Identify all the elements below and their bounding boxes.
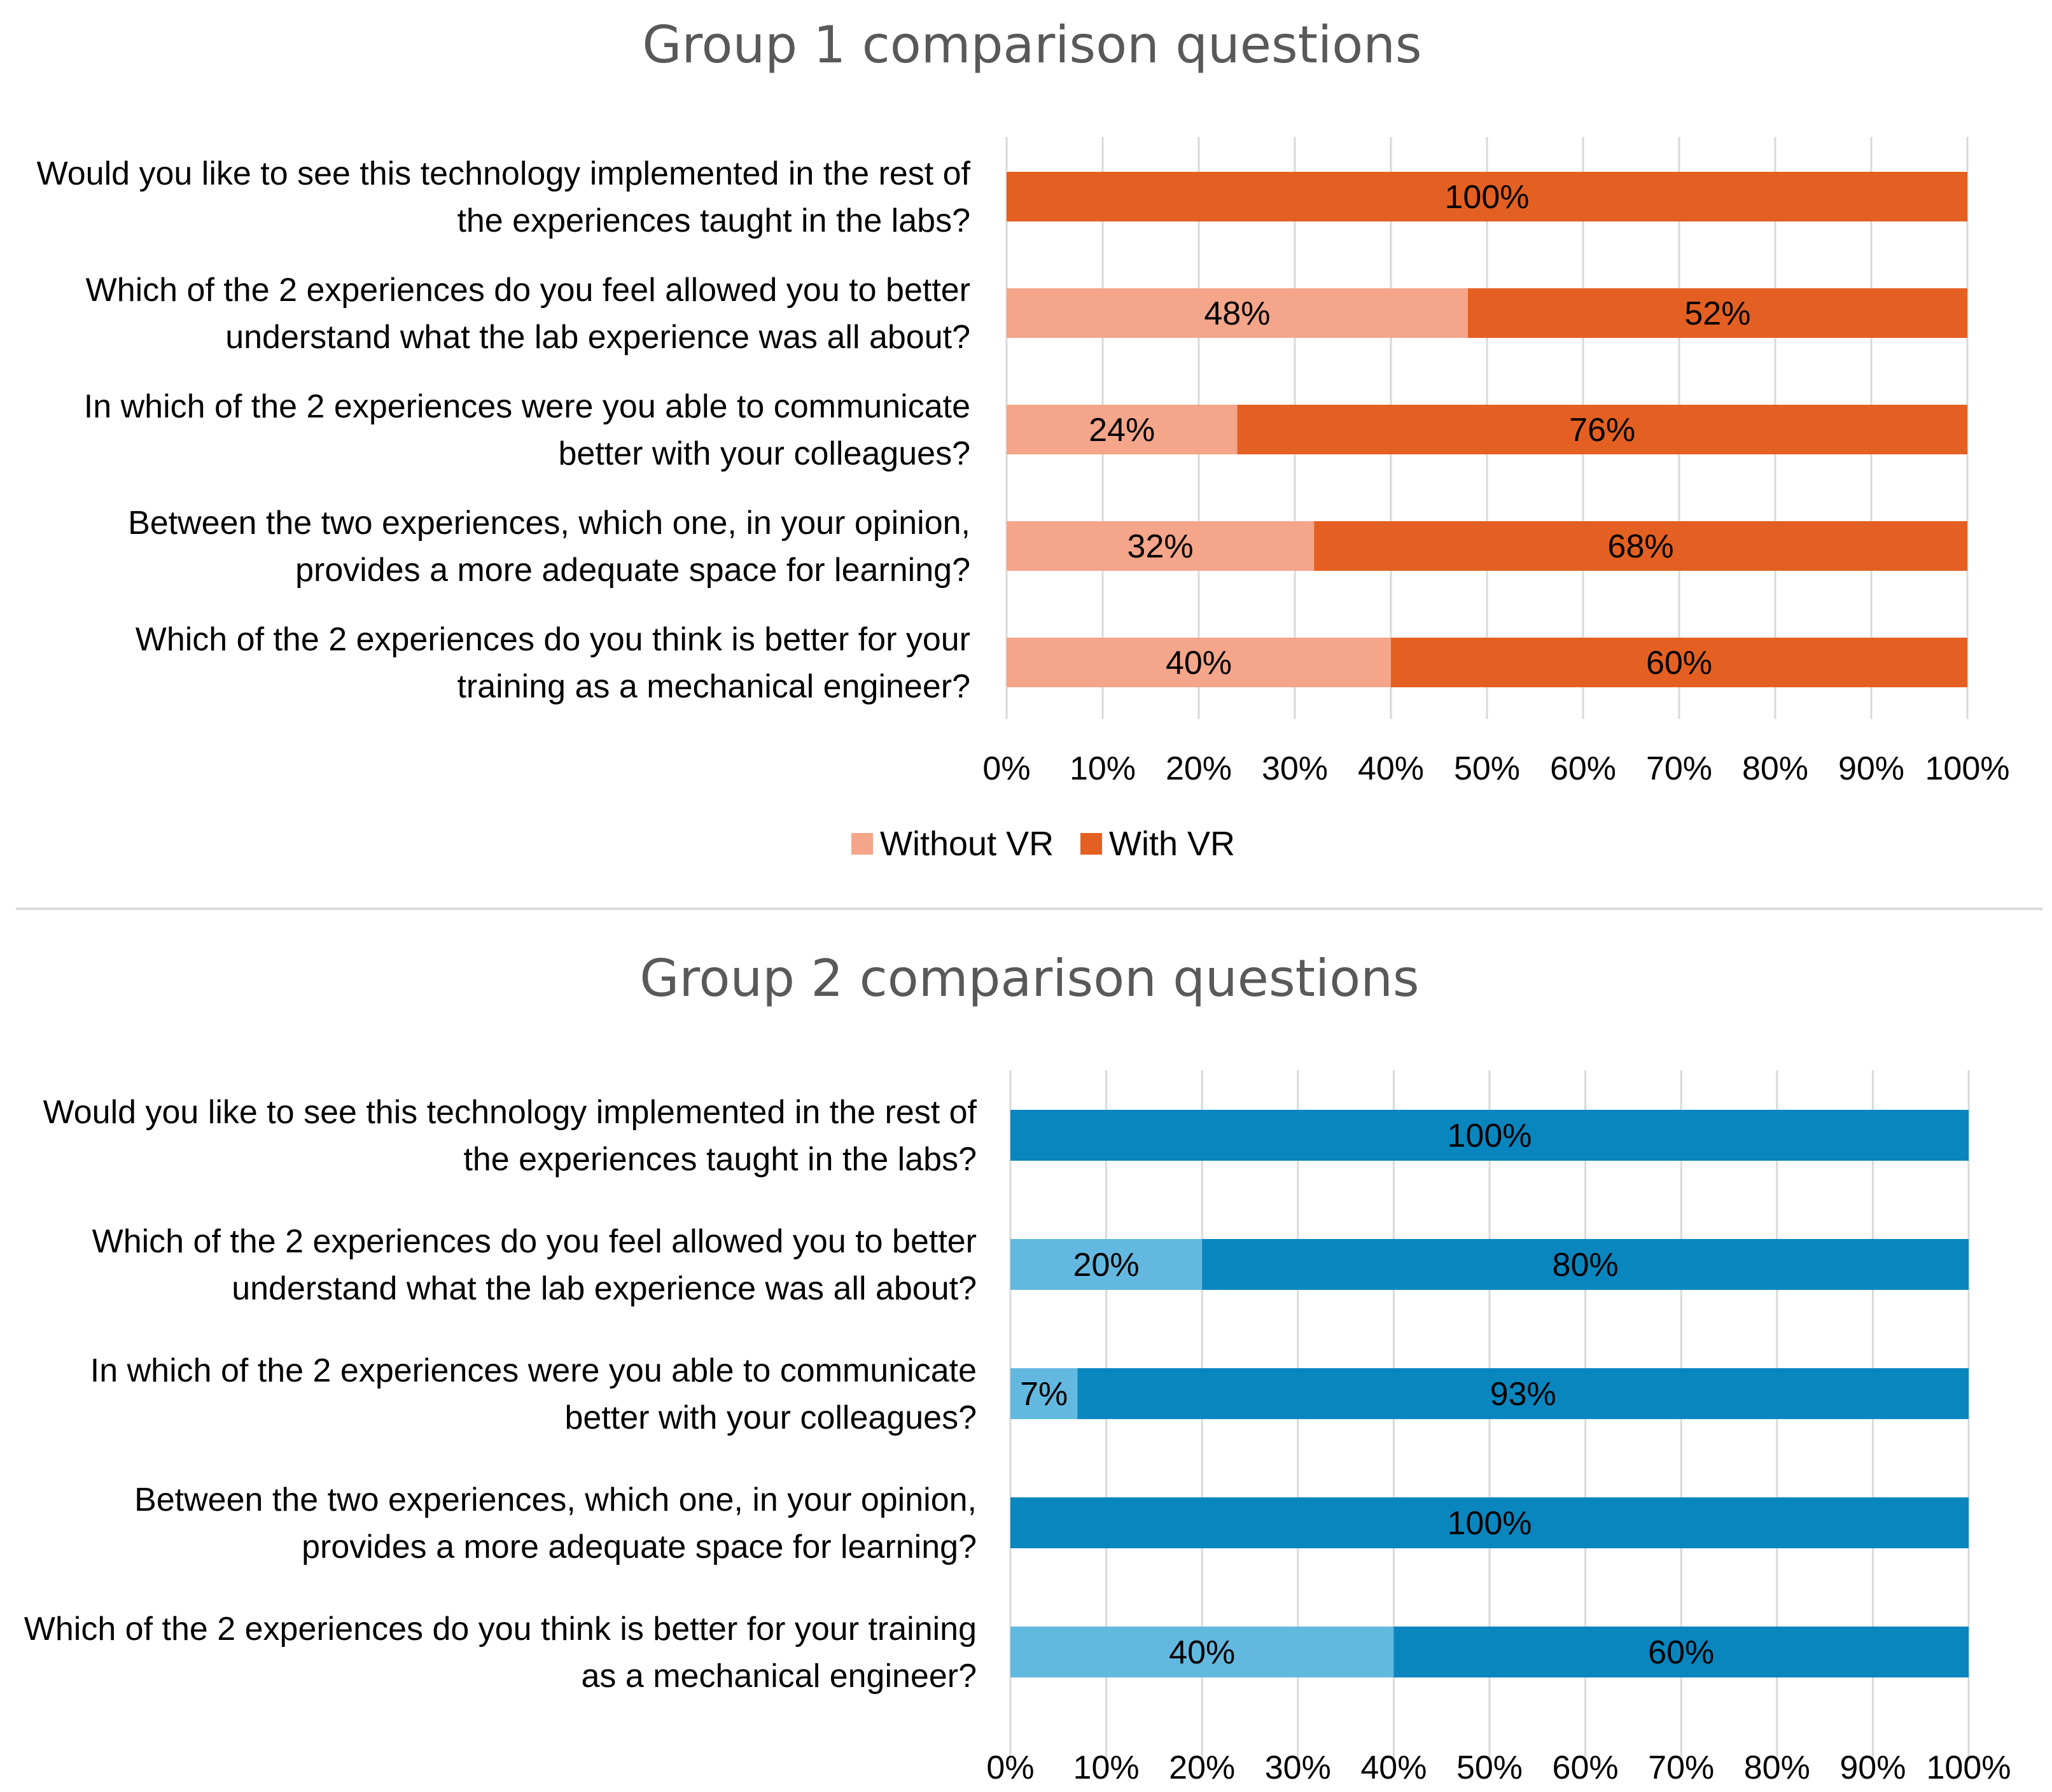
x-tick-label: 20% (1166, 750, 1232, 787)
x-tick-label: 0% (982, 750, 1030, 787)
x-tick-label: 0% (986, 1749, 1034, 1786)
question-label: Which of the 2 experiences do you think … (136, 621, 970, 705)
x-tick-label: 80% (1744, 1749, 1810, 1786)
legend: Without VR With VR (851, 825, 1235, 863)
bar-value-label: 60% (1648, 1634, 1714, 1671)
question-label: Between the two experiences, which one, … (134, 1481, 977, 1565)
bar-without-vr (1007, 521, 1315, 571)
bar-value-label: 93% (1490, 1376, 1556, 1413)
question-label-line: as a mechanical engineer? (581, 1658, 977, 1695)
question-label-line: the experiences taught in the labs? (457, 202, 970, 239)
bar-without-vr (1007, 288, 1468, 338)
bar-with-vr (1007, 172, 1967, 221)
bar-value-label: 32% (1127, 528, 1194, 565)
question-label: In which of the 2 experiences were you a… (84, 388, 970, 472)
x-tick-label: 20% (1169, 1749, 1235, 1786)
chart-title: Group 2 comparison questions (639, 949, 1419, 1008)
x-tick-label: 30% (1262, 750, 1328, 787)
question-label-line: understand what the lab experience was a… (232, 1270, 977, 1307)
x-tick-label: 40% (1360, 1749, 1427, 1786)
question-label: Which of the 2 experiences do you feel a… (92, 1223, 977, 1307)
question-label-line: better with your colleagues? (559, 435, 971, 472)
bar-with-vr (1393, 1627, 1969, 1677)
x-tick-label: 60% (1550, 750, 1616, 787)
question-label: Which of the 2 experiences do you think … (24, 1611, 977, 1695)
bar-value-label: 52% (1684, 295, 1750, 332)
bar-with-vr (1010, 1110, 1969, 1161)
question-label-line: In which of the 2 experiences were you a… (90, 1352, 977, 1389)
x-tick-label: 50% (1456, 1749, 1523, 1786)
question-label-line: Would you like to see this technology im… (43, 1094, 977, 1131)
question-label-line: provides a more adequate space for learn… (295, 552, 970, 589)
x-tick-label: 60% (1553, 1749, 1619, 1786)
question-label-line: better with your colleagues? (565, 1399, 977, 1436)
question-label: In which of the 2 experiences were you a… (90, 1352, 977, 1436)
legend-label: Without VR (880, 825, 1054, 863)
bar-value-label: 40% (1166, 645, 1232, 682)
question-label: Which of the 2 experiences do you feel a… (86, 272, 970, 356)
question-label-line: Between the two experiences, which one, … (128, 505, 970, 542)
x-tick-label: 40% (1358, 750, 1424, 787)
question-label-line: Which of the 2 experiences do you feel a… (92, 1223, 977, 1260)
question-label-line: Which of the 2 experiences do you think … (24, 1611, 977, 1648)
bar-value-label: 80% (1553, 1247, 1619, 1284)
bar-value-label: 20% (1073, 1247, 1140, 1284)
question-label-line: training as a mechanical engineer? (457, 668, 970, 705)
bar-with-vr (1237, 405, 1967, 454)
bar-value-label: 48% (1204, 295, 1270, 332)
bar-with-vr (1391, 638, 1967, 687)
chart-group-2: Group 2 comparison questions Would you li… (24, 949, 2011, 1786)
question-label-line: understand what the lab experience was a… (225, 319, 970, 356)
bar-without-vr (1010, 1239, 1203, 1290)
x-tick-label: 80% (1742, 750, 1808, 787)
legend-swatch (1080, 833, 1102, 855)
x-tick-label: 10% (1070, 750, 1136, 787)
bar-value-label: 60% (1646, 645, 1712, 682)
question-label-line: provides a more adequate space for learn… (302, 1529, 977, 1565)
question-label-line: Which of the 2 experiences do you feel a… (86, 272, 970, 309)
question-label: Would you like to see this technology im… (43, 1094, 977, 1178)
bar-value-label: 40% (1169, 1634, 1235, 1671)
x-tick-label: 30% (1265, 1749, 1331, 1786)
bar-value-label: 24% (1089, 412, 1155, 449)
legend-swatch (851, 833, 873, 855)
bar-without-vr (1007, 638, 1391, 687)
question-label: Would you like to see this technology im… (37, 155, 971, 239)
chart-group-1: Group 1 comparison questions Would you li… (37, 15, 2010, 863)
question-label-line: Between the two experiences, which one, … (134, 1481, 977, 1518)
x-tick-label: 90% (1839, 1749, 1906, 1786)
x-tick-label: 90% (1838, 750, 1904, 787)
bar-value-label: 100% (1448, 1505, 1532, 1542)
x-tick-label: 70% (1648, 1749, 1714, 1786)
bar-value-label: 100% (1445, 179, 1530, 216)
bar-value-label: 100% (1448, 1117, 1532, 1154)
x-tick-label: 70% (1646, 750, 1712, 787)
x-tick-label: 100% (1925, 750, 2010, 787)
bar-value-label: 76% (1569, 412, 1635, 449)
bar-value-label: 68% (1608, 528, 1674, 565)
bar-without-vr (1010, 1368, 1078, 1419)
bar-value-label: 7% (1020, 1376, 1068, 1413)
chart-title: Group 1 comparison questions (642, 15, 1421, 74)
question-label-line: In which of the 2 experiences were you a… (84, 388, 970, 425)
bar-with-vr (1077, 1368, 1969, 1419)
bar-without-vr (1010, 1627, 1394, 1677)
bar-with-vr (1202, 1239, 1969, 1290)
question-label: Between the two experiences, which one, … (128, 505, 970, 589)
legend-label: With VR (1109, 825, 1235, 863)
bar-with-vr (1314, 521, 1967, 571)
question-label-line: the experiences taught in the labs? (463, 1141, 977, 1178)
x-tick-label: 50% (1454, 750, 1520, 787)
x-tick-label: 10% (1073, 1749, 1140, 1786)
bar-with-vr (1467, 288, 1967, 338)
question-label-line: Would you like to see this technology im… (37, 155, 971, 192)
x-tick-label: 100% (1927, 1749, 2011, 1786)
bar-without-vr (1007, 405, 1238, 454)
bar-with-vr (1010, 1497, 1969, 1548)
question-label-line: Which of the 2 experiences do you think … (136, 621, 970, 658)
